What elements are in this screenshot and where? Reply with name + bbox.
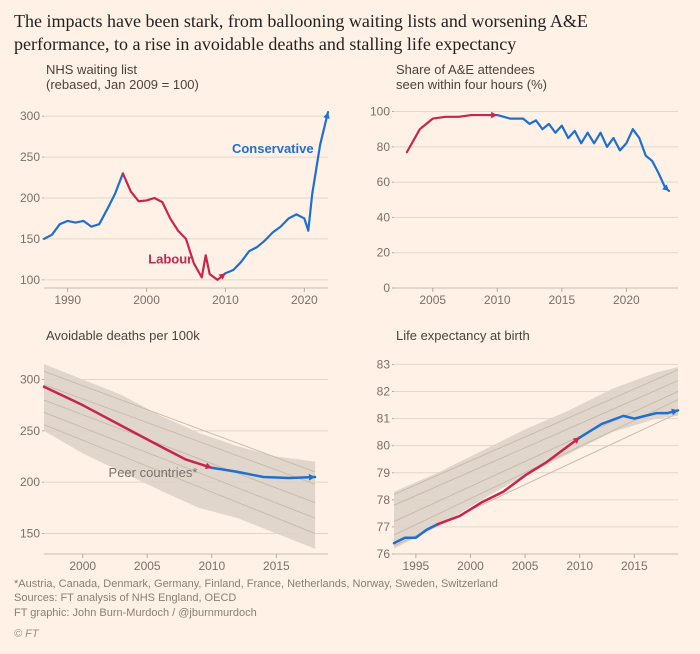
chart-life-expectancy: Life expectancy at birth 76 77 78 79 80 81 82 83… [364,328,686,576]
svg-text:20: 20 [377,246,391,260]
svg-text:Conservative: Conservative [232,141,314,156]
footnote-peers: *Austria, Canada, Denmark, Germany, Finl… [14,577,686,592]
svg-text:60: 60 [377,175,391,189]
svg-text:200: 200 [20,475,40,489]
svg-text:250: 250 [20,424,40,438]
footnotes: *Austria, Canada, Denmark, Germany, Finl… [14,577,686,642]
svg-text:81: 81 [377,412,391,426]
svg-text:79: 79 [377,466,391,480]
svg-text:Peer countries*: Peer countries* [109,465,198,480]
svg-text:2000: 2000 [133,293,160,307]
svg-text:(rebased, Jan 2009 = 100): (rebased, Jan 2009 = 100) [46,77,199,92]
svg-text:1995: 1995 [402,559,429,573]
svg-text:80: 80 [377,439,391,453]
svg-text:NHS waiting list: NHS waiting list [46,62,137,77]
svg-text:2010: 2010 [484,293,511,307]
chart-nhs-waiting-list: NHS waiting list(rebased, Jan 2009 = 100… [14,62,336,310]
svg-text:2005: 2005 [134,559,161,573]
svg-text:150: 150 [20,232,40,246]
chart-avoidable-deaths: Avoidable deaths per 100k 150 200 250 300 200… [14,328,336,576]
chart-ae-four-hours: Share of A&E attendeesseen within four h… [364,62,686,310]
page-title: The impacts have been stark, from balloo… [14,10,686,55]
svg-text:2020: 2020 [613,293,640,307]
svg-text:80: 80 [377,140,391,154]
chart-grid: NHS waiting list(rebased, Jan 2009 = 100… [14,62,686,576]
svg-text:2020: 2020 [291,293,318,307]
svg-text:150: 150 [20,526,40,540]
svg-text:77: 77 [377,520,391,534]
svg-text:2005: 2005 [419,293,446,307]
svg-text:40: 40 [377,210,391,224]
svg-text:2015: 2015 [548,293,575,307]
svg-text:Share of A&E attendees: Share of A&E attendees [396,62,535,77]
svg-text:300: 300 [20,373,40,387]
svg-text:2000: 2000 [457,559,484,573]
svg-text:2015: 2015 [263,559,290,573]
svg-text:100: 100 [20,273,40,287]
svg-text:78: 78 [377,493,391,507]
svg-text:200: 200 [20,191,40,205]
svg-text:2005: 2005 [512,559,539,573]
svg-text:Labour: Labour [148,251,192,266]
svg-text:Avoidable deaths per 100k: Avoidable deaths per 100k [46,328,200,343]
svg-text:2000: 2000 [69,559,96,573]
svg-text:2010: 2010 [198,559,225,573]
page: The impacts have been stark, from balloo… [0,0,700,654]
svg-text:76: 76 [377,547,391,561]
svg-text:300: 300 [20,109,40,123]
footnote-copyright: © FT [14,627,686,642]
svg-text:83: 83 [377,357,391,371]
svg-text:2010: 2010 [212,293,239,307]
footnote-sources: Sources: FT analysis of NHS England, OEC… [14,591,686,606]
svg-text:250: 250 [20,150,40,164]
svg-text:0: 0 [383,281,390,295]
footnote-credit: FT graphic: John Burn-Murdoch / @jburnmu… [14,606,686,621]
svg-text:1990: 1990 [54,293,81,307]
svg-text:82: 82 [377,385,391,399]
svg-text:2015: 2015 [621,559,648,573]
svg-text:2010: 2010 [566,559,593,573]
svg-text:seen within four hours (%): seen within four hours (%) [396,77,547,92]
svg-text:100: 100 [370,105,390,119]
svg-text:Life expectancy at birth: Life expectancy at birth [396,328,530,343]
